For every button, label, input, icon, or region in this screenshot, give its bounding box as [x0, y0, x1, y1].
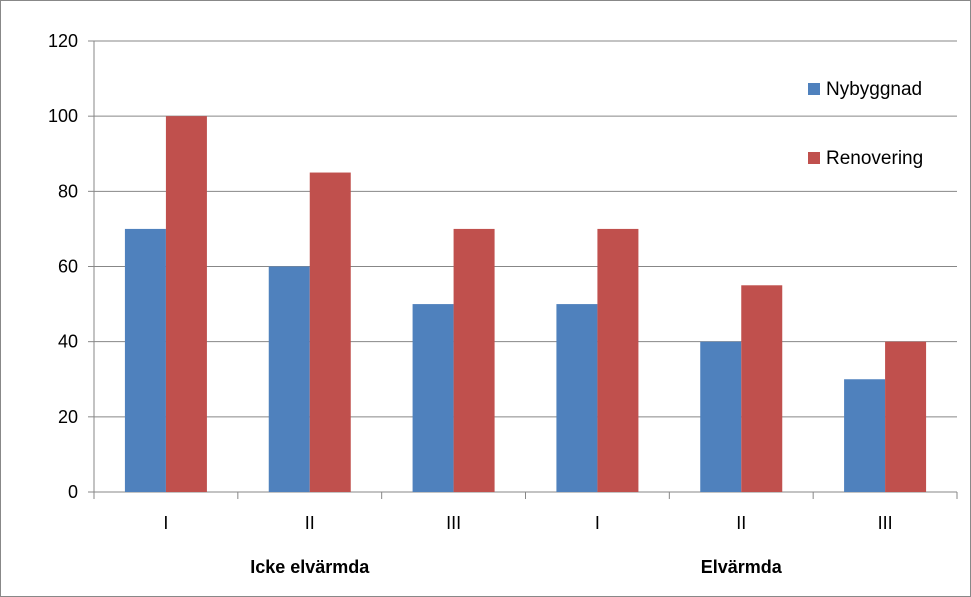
x-category-label: II — [736, 513, 746, 533]
bar-nybyggnad — [556, 304, 598, 492]
y-tick-label: 80 — [58, 181, 78, 201]
bar-nybyggnad — [268, 266, 310, 492]
legend-label-renovering: Renovering — [826, 148, 923, 169]
y-tick-label: 20 — [58, 407, 78, 427]
y-tick-label: 40 — [58, 332, 78, 352]
bar-nybyggnad — [124, 228, 166, 492]
bar-renovering — [597, 228, 639, 492]
x-category-label: III — [446, 513, 461, 533]
x-category-label: II — [305, 513, 315, 533]
x-group-label: Icke elvärmda — [250, 557, 370, 577]
bar-renovering — [741, 285, 783, 492]
bar-renovering — [885, 341, 927, 492]
bar-renovering — [165, 116, 207, 493]
x-category-label: I — [595, 513, 600, 533]
legend-swatch-nybyggnad — [808, 83, 820, 95]
bar-nybyggnad — [700, 341, 742, 492]
bar-nybyggnad — [844, 379, 886, 492]
y-tick-label: 100 — [48, 106, 78, 126]
bar-nybyggnad — [412, 304, 454, 492]
y-tick-label: 60 — [58, 257, 78, 277]
x-group-label: Elvärmda — [701, 557, 783, 577]
y-tick-label: 120 — [48, 31, 78, 51]
bar-renovering — [309, 172, 351, 492]
x-category-label: I — [163, 513, 168, 533]
legend-label-nybyggnad: Nybyggnad — [826, 79, 922, 100]
y-tick-label: 0 — [68, 482, 78, 502]
bar-renovering — [453, 228, 495, 492]
legend-swatch-renovering — [808, 152, 820, 164]
x-category-label: III — [878, 513, 893, 533]
